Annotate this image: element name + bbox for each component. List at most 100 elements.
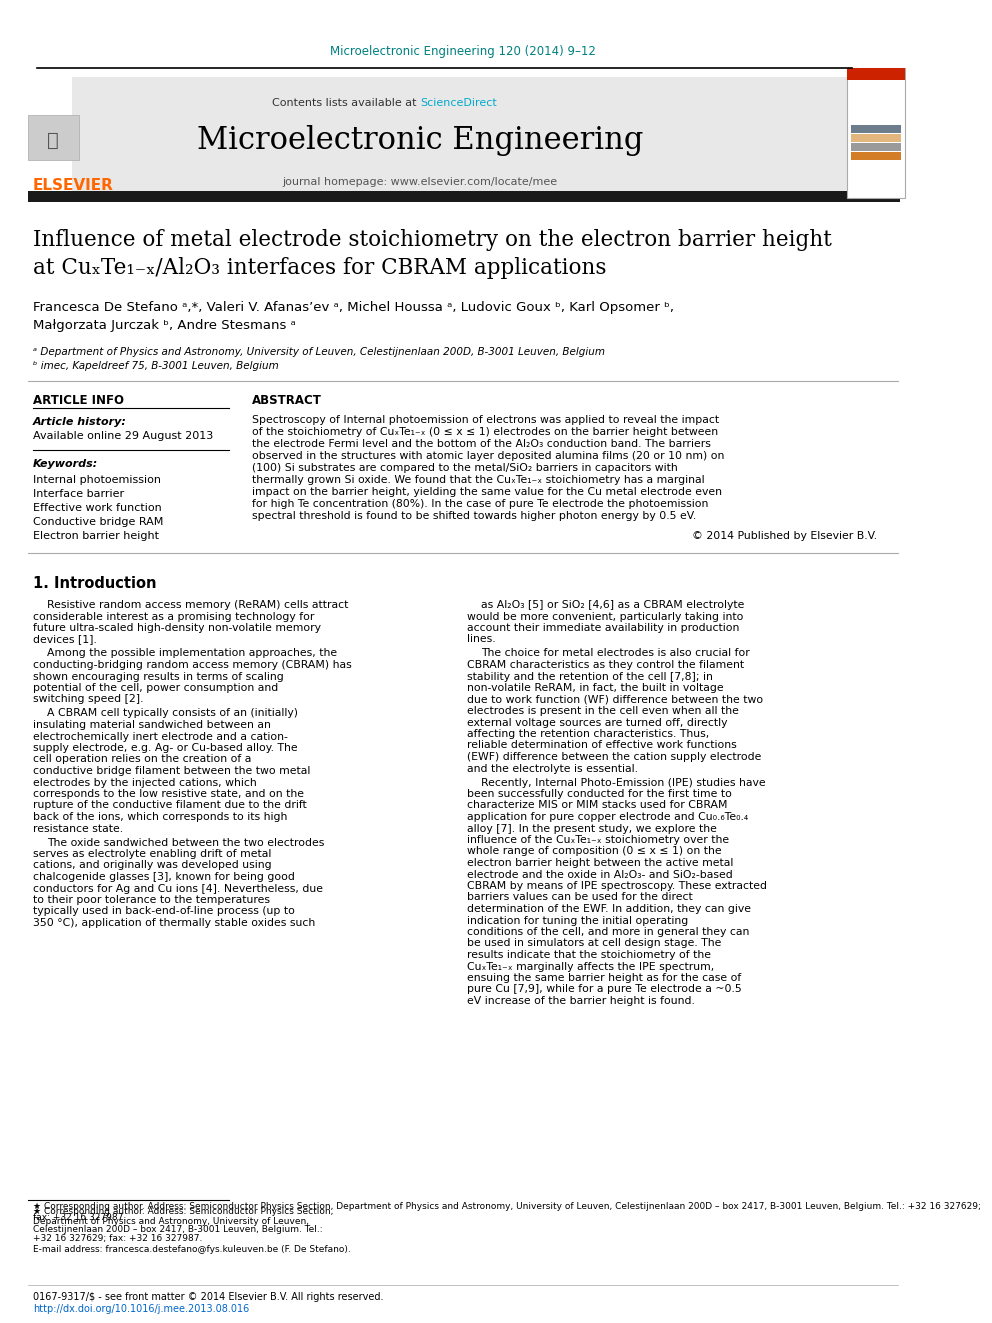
Text: ★ Corresponding author. Address: Semiconductor Physics Section,: ★ Corresponding author. Address: Semicon… — [33, 1208, 333, 1217]
Text: resistance state.: resistance state. — [33, 823, 123, 833]
Text: Keywords:: Keywords: — [33, 459, 98, 468]
Text: CBRAM by means of IPE spectroscopy. These extracted: CBRAM by means of IPE spectroscopy. Thes… — [466, 881, 767, 890]
Text: non-volatile ReRAM, in fact, the built in voltage: non-volatile ReRAM, in fact, the built i… — [466, 683, 723, 693]
Text: Available online 29 August 2013: Available online 29 August 2013 — [33, 431, 213, 441]
Text: impact on the barrier height, yielding the same value for the Cu metal electrode: impact on the barrier height, yielding t… — [252, 487, 722, 497]
Text: at CuₓTe₁₋ₓ/Al₂O₃ interfaces for CBRAM applications: at CuₓTe₁₋ₓ/Al₂O₃ interfaces for CBRAM a… — [33, 257, 606, 279]
Text: Among the possible implementation approaches, the: Among the possible implementation approa… — [47, 648, 336, 659]
Bar — [851, 124, 902, 134]
Text: http://dx.doi.org/10.1016/j.mee.2013.08.016: http://dx.doi.org/10.1016/j.mee.2013.08.… — [33, 1304, 249, 1314]
Text: insulating material sandwiched between an: insulating material sandwiched between a… — [33, 720, 271, 730]
Text: considerable interest as a promising technology for: considerable interest as a promising tec… — [33, 611, 314, 622]
Text: rupture of the conductive filament due to the drift: rupture of the conductive filament due t… — [33, 800, 307, 811]
Text: lines.: lines. — [466, 635, 495, 644]
Text: barriers values can be used for the direct: barriers values can be used for the dire… — [466, 893, 692, 902]
Text: CBRAM characteristics as they control the filament: CBRAM characteristics as they control th… — [466, 660, 744, 669]
Text: ᵃ Department of Physics and Astronomy, University of Leuven, Celestijnenlaan 200: ᵃ Department of Physics and Astronomy, U… — [33, 347, 605, 357]
Text: corresponds to the low resistive state, and on the: corresponds to the low resistive state, … — [33, 789, 304, 799]
Text: observed in the structures with atomic layer deposited alumina films (20 or 10 n: observed in the structures with atomic l… — [252, 451, 724, 460]
Text: ELSEVIER: ELSEVIER — [33, 177, 113, 193]
Text: Article history:: Article history: — [33, 417, 127, 427]
Text: The choice for metal electrodes is also crucial for: The choice for metal electrodes is also … — [480, 648, 749, 659]
Text: account their immediate availability in production: account their immediate availability in … — [466, 623, 739, 632]
Text: shown encouraging results in terms of scaling: shown encouraging results in terms of sc… — [33, 672, 284, 681]
FancyBboxPatch shape — [71, 77, 854, 194]
Bar — [851, 134, 902, 142]
Text: alloy [7]. In the present study, we explore the: alloy [7]. In the present study, we expl… — [466, 823, 716, 833]
Text: electrochemically inert electrode and a cation-: electrochemically inert electrode and a … — [33, 732, 288, 741]
Text: electron barrier height between the active metal: electron barrier height between the acti… — [466, 859, 733, 868]
Text: characterize MIS or MIM stacks used for CBRAM: characterize MIS or MIM stacks used for … — [466, 800, 727, 811]
Text: chalcogenide glasses [3], known for being good: chalcogenide glasses [3], known for bein… — [33, 872, 295, 882]
Text: Interface barrier: Interface barrier — [33, 490, 124, 499]
Text: MICROELECTRONIC
ENGINEERING: MICROELECTRONIC ENGINEERING — [847, 70, 906, 81]
Text: cations, and originally was developed using: cations, and originally was developed us… — [33, 860, 271, 871]
Text: Microelectronic Engineering 120 (2014) 9–12: Microelectronic Engineering 120 (2014) 9… — [330, 45, 596, 58]
Text: to their poor tolerance to the temperatures: to their poor tolerance to the temperatu… — [33, 894, 270, 905]
Text: electrode and the oxide in Al₂O₃- and SiO₂-based: electrode and the oxide in Al₂O₃- and Si… — [466, 869, 732, 880]
Text: the electrode Fermi level and the bottom of the Al₂O₃ conduction band. The barri: the electrode Fermi level and the bottom… — [252, 439, 711, 448]
Text: supply electrode, e.g. Ag- or Cu-based alloy. The: supply electrode, e.g. Ag- or Cu-based a… — [33, 744, 298, 753]
Text: been successfully conducted for the first time to: been successfully conducted for the firs… — [466, 789, 731, 799]
Text: cell operation relies on the creation of a: cell operation relies on the creation of… — [33, 754, 251, 765]
Text: 1. Introduction: 1. Introduction — [33, 576, 156, 590]
Text: results indicate that the stoichiometry of the: results indicate that the stoichiometry … — [466, 950, 710, 960]
Text: for high Te concentration (80%). In the case of pure Te electrode the photoemiss: for high Te concentration (80%). In the … — [252, 499, 708, 509]
Text: Electron barrier height: Electron barrier height — [33, 531, 159, 541]
Text: 🌳: 🌳 — [48, 131, 60, 149]
Text: Conductive bridge RAM: Conductive bridge RAM — [33, 517, 163, 527]
Text: The oxide sandwiched between the two electrodes: The oxide sandwiched between the two ele… — [47, 837, 324, 848]
Text: back of the ions, which corresponds to its high: back of the ions, which corresponds to i… — [33, 812, 287, 822]
Text: eV increase of the barrier height is found.: eV increase of the barrier height is fou… — [466, 996, 694, 1005]
Bar — [847, 67, 905, 198]
Text: Spectroscopy of Internal photoemission of electrons was applied to reveal the im: Spectroscopy of Internal photoemission o… — [252, 415, 719, 425]
Text: Małgorzata Jurczak ᵇ, Andre Stesmans ᵃ: Małgorzata Jurczak ᵇ, Andre Stesmans ᵃ — [33, 319, 296, 332]
Text: be used in simulators at cell design stage. The: be used in simulators at cell design sta… — [466, 938, 721, 949]
Text: electrodes is present in the cell even when all the: electrodes is present in the cell even w… — [466, 706, 738, 716]
Text: electrodes by the injected cations, which: electrodes by the injected cations, whic… — [33, 778, 256, 787]
Text: and the electrolyte is essential.: and the electrolyte is essential. — [466, 763, 638, 774]
Text: Recently, Internal Photo-Emission (IPE) studies have: Recently, Internal Photo-Emission (IPE) … — [480, 778, 765, 787]
Text: ᵇ imec, Kapeldreef 75, B-3001 Leuven, Belgium: ᵇ imec, Kapeldreef 75, B-3001 Leuven, Be… — [33, 361, 279, 370]
Text: thermally grown Si oxide. We found that the CuₓTe₁₋ₓ stoichiometry has a margina: thermally grown Si oxide. We found that … — [252, 475, 704, 486]
Text: stability and the retention of the cell [7,8]; in: stability and the retention of the cell … — [466, 672, 712, 681]
Text: potential of the cell, power consumption and: potential of the cell, power consumption… — [33, 683, 278, 693]
Bar — [847, 67, 905, 79]
Text: indication for tuning the initial operating: indication for tuning the initial operat… — [466, 916, 687, 926]
Text: conductive bridge filament between the two metal: conductive bridge filament between the t… — [33, 766, 310, 777]
Text: CuₓTe₁₋ₓ marginally affects the IPE spectrum,: CuₓTe₁₋ₓ marginally affects the IPE spec… — [466, 962, 714, 971]
Text: conditions of the cell, and more in general they can: conditions of the cell, and more in gene… — [466, 927, 749, 937]
Bar — [28, 191, 901, 202]
Text: Francesca De Stefano ᵃ,*, Valeri V. Afanas’ev ᵃ, Michel Houssa ᵃ, Ludovic Goux ᵇ: Francesca De Stefano ᵃ,*, Valeri V. Afan… — [33, 302, 674, 315]
Text: © 2014 Published by Elsevier B.V.: © 2014 Published by Elsevier B.V. — [692, 531, 877, 541]
Text: Department of Physics and Astronomy, University of Leuven,: Department of Physics and Astronomy, Uni… — [33, 1217, 309, 1225]
Text: devices [1].: devices [1]. — [33, 635, 96, 644]
Text: Effective work function: Effective work function — [33, 503, 162, 513]
Text: E-mail address: francesca.destefano@fys.kuleuven.be (F. De Stefano).: E-mail address: francesca.destefano@fys.… — [33, 1245, 350, 1254]
Text: A CBRAM cell typically consists of an (initially): A CBRAM cell typically consists of an (i… — [47, 709, 298, 718]
Text: whole range of composition (0 ≤ x ≤ 1) on the: whole range of composition (0 ≤ x ≤ 1) o… — [466, 847, 721, 856]
Text: 0167-9317/$ - see front matter © 2014 Elsevier B.V. All rights reserved.: 0167-9317/$ - see front matter © 2014 El… — [33, 1293, 383, 1302]
Text: would be more convenient, particularly taking into: would be more convenient, particularly t… — [466, 611, 743, 622]
Text: ★ Corresponding author. Address: Semiconductor Physics Section, Department of Ph: ★ Corresponding author. Address: Semicon… — [33, 1203, 980, 1221]
Text: application for pure copper electrode and Cu₀.₆Te₀.₄: application for pure copper electrode an… — [466, 812, 748, 822]
Text: influence of the CuₓTe₁₋ₓ stoichiometry over the: influence of the CuₓTe₁₋ₓ stoichiometry … — [466, 835, 729, 845]
Text: Influence of metal electrode stoichiometry on the electron barrier height: Influence of metal electrode stoichiomet… — [33, 229, 831, 251]
Text: ScienceDirect: ScienceDirect — [420, 98, 497, 108]
Text: serves as electrolyte enabling drift of metal: serves as electrolyte enabling drift of … — [33, 849, 271, 859]
Text: as Al₂O₃ [5] or SiO₂ [4,6] as a CBRAM electrolyte: as Al₂O₃ [5] or SiO₂ [4,6] as a CBRAM el… — [480, 601, 744, 610]
Text: future ultra-scaled high-density non-volatile memory: future ultra-scaled high-density non-vol… — [33, 623, 320, 632]
Bar — [851, 143, 902, 151]
Text: ARTICLE INFO: ARTICLE INFO — [33, 393, 124, 406]
Text: (EWF) difference between the cation supply electrode: (EWF) difference between the cation supp… — [466, 751, 761, 762]
Text: due to work function (WF) difference between the two: due to work function (WF) difference bet… — [466, 695, 763, 705]
Text: determination of the EWF. In addition, they can give: determination of the EWF. In addition, t… — [466, 904, 751, 914]
Text: conducting-bridging random access memory (CBRAM) has: conducting-bridging random access memory… — [33, 660, 351, 669]
Text: Internal photoemission: Internal photoemission — [33, 475, 161, 486]
Text: switching speed [2].: switching speed [2]. — [33, 695, 143, 705]
Text: typically used in back-end-of-line process (up to: typically used in back-end-of-line proce… — [33, 906, 295, 917]
Bar — [851, 152, 902, 160]
Text: +32 16 327629; fax: +32 16 327987.: +32 16 327629; fax: +32 16 327987. — [33, 1234, 202, 1244]
Text: spectral threshold is found to be shifted towards higher photon energy by 0.5 eV: spectral threshold is found to be shifte… — [252, 511, 696, 521]
Text: ABSTRACT: ABSTRACT — [252, 393, 321, 406]
